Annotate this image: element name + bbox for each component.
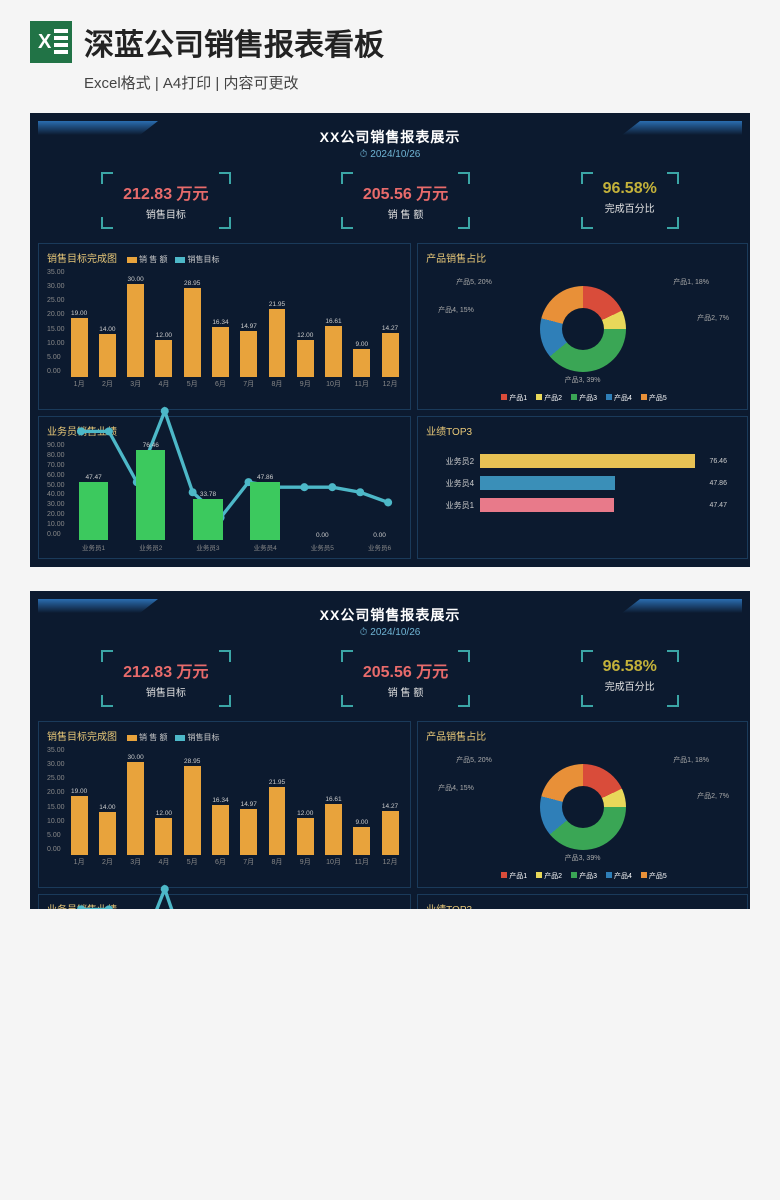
panel-title: 业务员销售业绩 — [47, 901, 402, 909]
panel-sales-perf: 业务员销售业绩 0.0010.0020.0030.0040.0050.0060.… — [38, 894, 411, 909]
kpi-label: 销售目标 — [123, 206, 208, 221]
donut-legend: 产品1产品2产品3产品4产品5 — [426, 871, 739, 881]
dashboard-date: 2024/10/26 — [38, 149, 742, 160]
kpi-box-0: 212.83 万元 销售目标 — [101, 650, 230, 707]
page-title: 深蓝公司销售报表看板 — [84, 20, 384, 64]
dashboard-title: XX公司销售报表展示 — [38, 605, 742, 625]
kpi-box-2: 96.58% 完成百分比 — [581, 650, 679, 707]
excel-icon — [30, 21, 72, 63]
bar-3月: 30.00 3月 — [124, 269, 148, 389]
panel-sales-perf: 业务员销售业绩 0.0010.0020.0030.0040.0050.0060.… — [38, 416, 411, 559]
panel-donut: 产品销售占比 产品1, 18% 产品2, 7% 产品3, 39% 产品4, 15… — [417, 721, 748, 888]
panel-title: 销售目标完成图 — [47, 728, 117, 743]
top3-row-1: 业务员4 47.86 — [438, 476, 727, 490]
bar-1月: 19.00 1月 — [67, 747, 91, 867]
bar-2月: 14.00 2月 — [95, 269, 119, 389]
kpi-value: 96.58% — [603, 180, 657, 198]
bar-11月: 9.00 11月 — [350, 747, 374, 867]
bar-12月: 14.27 12月 — [378, 747, 402, 867]
top3-row-2: 业务员1 47.47 — [438, 498, 727, 512]
panel-top3: 业绩TOP3 业务员2 76.46 业务员4 47.86 业务员1 47.47 — [417, 894, 748, 909]
panel-title: 业绩TOP3 — [426, 423, 739, 438]
kpi-box-1: 205.56 万元 销 售 额 — [341, 172, 470, 229]
sales-bar-0: 47.47 业务员1 — [71, 442, 116, 552]
kpi-value: 205.56 万元 — [363, 180, 448, 204]
dashboard-card-repeat: XX公司销售报表展示 2024/10/26 212.83 万元 销售目标 205… — [30, 591, 750, 909]
panel-donut: 产品销售占比 产品1, 18% 产品2, 7% 产品3, 39% 产品4, 15… — [417, 243, 748, 410]
panel-top3: 业绩TOP3 业务员2 76.46 业务员4 47.86 业务员1 47.47 — [417, 416, 748, 559]
kpi-box-0: 212.83 万元 销售目标 — [101, 172, 230, 229]
sales-bar-3: 47.86 业务员4 — [243, 442, 288, 552]
chart-legend: 销 售 额销售目标 — [127, 254, 219, 265]
sales-bar-4: 0.00 业务员5 — [300, 442, 345, 552]
bar-11月: 9.00 11月 — [350, 269, 374, 389]
bar-1月: 19.00 1月 — [67, 269, 91, 389]
page-subtitle: Excel格式 | A4打印 | 内容可更改 — [84, 72, 750, 93]
bar-9月: 12.00 9月 — [293, 269, 317, 389]
bar-7月: 14.97 7月 — [237, 747, 261, 867]
bar-10月: 16.61 10月 — [321, 269, 345, 389]
bar-8月: 21.95 8月 — [265, 747, 289, 867]
bar-5月: 28.95 5月 — [180, 747, 204, 867]
bar-8月: 21.95 8月 — [265, 269, 289, 389]
sales-bar-1: 76.46 业务员2 — [128, 442, 173, 552]
bar-4月: 12.00 4月 — [152, 747, 176, 867]
kpi-value: 96.58% — [603, 658, 657, 676]
panel-title: 产品销售占比 — [426, 250, 739, 265]
kpi-box-1: 205.56 万元 销 售 额 — [341, 650, 470, 707]
kpi-box-2: 96.58% 完成百分比 — [581, 172, 679, 229]
kpi-label: 销 售 额 — [363, 684, 448, 699]
panel-target-chart: 销售目标完成图 销 售 额销售目标 0.005.0010.0015.0020.0… — [38, 243, 411, 410]
kpi-label: 完成百分比 — [603, 200, 657, 215]
kpi-label: 销售目标 — [123, 684, 208, 699]
donut-legend: 产品1产品2产品3产品4产品5 — [426, 393, 739, 403]
bar-6月: 16.34 6月 — [208, 747, 232, 867]
bar-3月: 30.00 3月 — [124, 747, 148, 867]
dashboard-date: 2024/10/26 — [38, 627, 742, 638]
panel-title: 销售目标完成图 — [47, 250, 117, 265]
sales-bar-2: 33.78 业务员3 — [185, 442, 230, 552]
top3-row-0: 业务员2 76.46 — [438, 454, 727, 468]
bar-12月: 14.27 12月 — [378, 269, 402, 389]
panel-target-chart: 销售目标完成图 销 售 额销售目标 0.005.0010.0015.0020.0… — [38, 721, 411, 888]
dashboard-title: XX公司销售报表展示 — [38, 127, 742, 147]
bar-10月: 16.61 10月 — [321, 747, 345, 867]
bar-7月: 14.97 7月 — [237, 269, 261, 389]
kpi-label: 销 售 额 — [363, 206, 448, 221]
kpi-label: 完成百分比 — [603, 678, 657, 693]
bar-6月: 16.34 6月 — [208, 269, 232, 389]
sales-bar-5: 0.00 业务员6 — [357, 442, 402, 552]
dashboard-card: XX公司销售报表展示 2024/10/26 212.83 万元 销售目标 205… — [30, 113, 750, 567]
bar-2月: 14.00 2月 — [95, 747, 119, 867]
kpi-value: 205.56 万元 — [363, 658, 448, 682]
panel-title: 业绩TOP3 — [426, 901, 739, 909]
bar-5月: 28.95 5月 — [180, 269, 204, 389]
bar-4月: 12.00 4月 — [152, 269, 176, 389]
kpi-value: 212.83 万元 — [123, 658, 208, 682]
bar-9月: 12.00 9月 — [293, 747, 317, 867]
kpi-value: 212.83 万元 — [123, 180, 208, 204]
panel-title: 产品销售占比 — [426, 728, 739, 743]
panel-title: 业务员销售业绩 — [47, 423, 402, 438]
chart-legend: 销 售 额销售目标 — [127, 732, 219, 743]
